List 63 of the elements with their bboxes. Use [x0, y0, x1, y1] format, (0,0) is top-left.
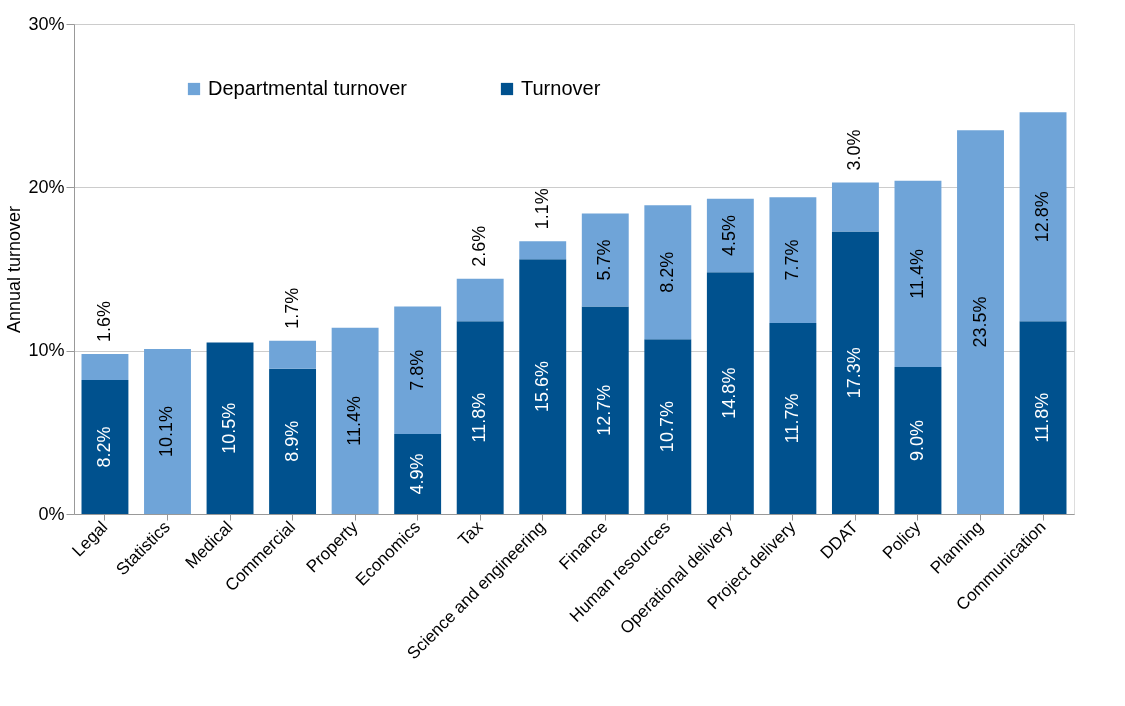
data-label: 11.4%: [906, 249, 927, 299]
y-axis-title: Annual turnover: [4, 205, 25, 334]
data-label: 1.1%: [531, 188, 552, 230]
bar: [206, 342, 254, 514]
data-label: 5.7%: [594, 239, 615, 281]
bar: [831, 182, 879, 232]
bar: [394, 306, 442, 434]
bar: [894, 180, 942, 367]
data-label: 1.6%: [93, 300, 114, 342]
data-label: 11.4%: [344, 396, 365, 446]
y-tick-label: 10%: [28, 340, 65, 361]
bar: [81, 353, 129, 381]
data-label: 10.7%: [656, 401, 677, 453]
data-label: 8.2%: [93, 426, 114, 468]
y-tick-label: 30%: [28, 13, 65, 34]
bar: [894, 367, 942, 514]
bar: [581, 306, 629, 514]
data-label: 12.7%: [594, 384, 615, 436]
legend-label: Turnover: [521, 77, 601, 99]
data-label: 4.9%: [406, 453, 427, 495]
bar: [394, 433, 442, 514]
bar: [519, 241, 567, 260]
data-label: 2.6%: [469, 225, 490, 267]
data-label: 12.8%: [1032, 191, 1053, 243]
legend-label: Departmental turnover: [208, 77, 408, 99]
bar: [957, 130, 1004, 514]
data-label: 17.3%: [844, 347, 865, 399]
bar: [644, 205, 692, 340]
data-label: 7.7%: [781, 239, 802, 281]
data-label: 11.8%: [469, 392, 490, 443]
data-label: 7.8%: [406, 349, 427, 391]
data-label: 1.7%: [281, 287, 302, 329]
bar: [1019, 112, 1067, 322]
y-tick-label: 20%: [28, 176, 65, 197]
bar: [706, 198, 754, 273]
data-label: 3.0%: [844, 129, 865, 171]
bar: [81, 380, 129, 514]
data-label: 23.5%: [969, 296, 990, 348]
bar: [519, 259, 567, 514]
data-label: 10.5%: [219, 402, 240, 454]
data-label: 8.9%: [281, 420, 302, 462]
data-label: 11.7%: [781, 393, 802, 444]
bar: [269, 368, 317, 514]
bar: [644, 339, 692, 514]
data-label: 14.8%: [719, 367, 740, 419]
bar: [331, 327, 379, 514]
bar: [456, 278, 504, 322]
bar: [769, 197, 817, 323]
bar: [581, 213, 629, 307]
data-label: 9.0%: [906, 419, 927, 462]
y-tick-label: 0%: [38, 503, 65, 524]
data-label: 8.2%: [656, 251, 677, 293]
bar: [769, 322, 817, 514]
data-label: 11.8%: [1032, 392, 1053, 443]
bar: [456, 321, 504, 514]
data-label: 4.5%: [719, 215, 740, 257]
bar: [831, 231, 879, 514]
bar: [1019, 321, 1067, 514]
bar: [706, 272, 754, 514]
bar: [144, 349, 191, 514]
data-label: 15.6%: [531, 361, 552, 413]
bar: [269, 340, 317, 369]
data-label: 10.1%: [156, 405, 177, 458]
